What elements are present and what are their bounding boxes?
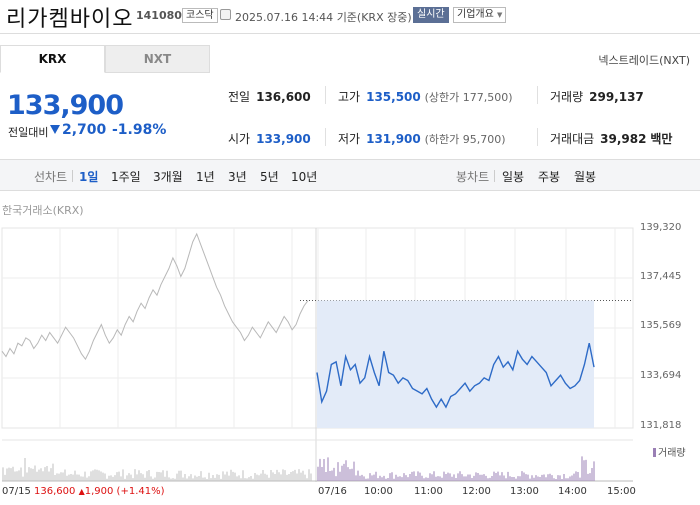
today-shaded-area	[317, 300, 594, 428]
stat-low: 저가 131,900 (하한가 95,700)	[338, 130, 506, 147]
y-tick-label: 137,445	[640, 271, 682, 282]
divider	[537, 86, 538, 104]
stat-value: 136,600	[256, 90, 311, 104]
company-info-label: 기업개요	[457, 9, 494, 20]
upper-limit: (상한가 177,500)	[424, 91, 513, 104]
down-triangle-icon	[50, 125, 60, 134]
candle-weekly[interactable]: 주봉	[538, 170, 561, 184]
market-badge: 코스닥	[182, 8, 218, 23]
x-tick-label: 10:00	[364, 486, 393, 497]
stat-label: 고가	[338, 90, 361, 104]
tab-krx[interactable]: KRX	[0, 45, 105, 73]
x-tick-label: 07/16	[318, 486, 347, 497]
stat-label: 전일	[228, 90, 251, 104]
y-tick-label: 139,320	[640, 222, 682, 233]
period-1d[interactable]: 1일	[79, 170, 99, 184]
tab-nxt[interactable]: NXT	[105, 45, 210, 73]
candle-daily[interactable]: 일봉	[502, 170, 525, 184]
timestamp: 2025.07.16 14:44 기준(KRX 장중)	[235, 9, 412, 25]
stat-value: 131,900	[366, 132, 421, 146]
stat-label: 저가	[338, 132, 361, 146]
lower-limit: (하한가 95,700)	[424, 133, 506, 146]
change-percent: -1.98%	[112, 122, 167, 138]
stat-open: 시가 133,900	[228, 130, 311, 147]
stat-label: 거래량	[550, 90, 584, 104]
volume-legend: 거래량	[653, 444, 686, 459]
period-3m[interactable]: 3개월	[153, 170, 183, 184]
line-chart-button[interactable]: 선차트	[34, 170, 68, 184]
prev-day-summary: 07/15 136,600 ▲1,900 (+1.41%)	[2, 486, 165, 497]
today-price-line	[316, 343, 595, 409]
stat-turnover: 거래대금 39,982 백만	[550, 130, 672, 147]
period-3y[interactable]: 3년	[228, 170, 247, 184]
stat-label: 시가	[228, 132, 251, 146]
divider	[72, 170, 73, 182]
stat-label: 거래대금	[550, 132, 595, 146]
divider	[325, 86, 326, 104]
prev-day-change-pct: (+1.41%)	[116, 486, 165, 497]
period-5y[interactable]: 5년	[260, 170, 279, 184]
volume-legend-label: 거래량	[658, 448, 686, 459]
timestamp-value: 2025.07.16 14:44	[235, 11, 334, 24]
change-value: 2,700	[50, 122, 106, 138]
candle-chart-button[interactable]: 봉차트	[456, 170, 490, 184]
up-triangle-icon: ▲	[78, 487, 85, 496]
current-price: 133,900	[7, 90, 124, 121]
stat-value: 133,900	[256, 132, 311, 146]
divider	[325, 128, 326, 146]
volume-swatch	[653, 448, 656, 457]
period-10y[interactable]: 10년	[291, 170, 318, 184]
y-tick-label: 131,818	[640, 420, 682, 431]
stat-high: 고가 135,500 (상한가 177,500)	[338, 88, 513, 105]
period-1w[interactable]: 1주일	[111, 170, 141, 184]
y-tick-label: 133,694	[640, 370, 682, 381]
company-info-dropdown[interactable]: 기업개요 ▼	[453, 7, 507, 23]
stat-value: 135,500	[366, 90, 421, 104]
stat-prev-close: 전일 136,600	[228, 88, 311, 105]
x-tick-label: 12:00	[462, 486, 491, 497]
clock-icon	[220, 9, 231, 20]
nxt-link[interactable]: 넥스트레이드(NXT)	[598, 54, 690, 67]
x-tick-label: 13:00	[510, 486, 539, 497]
stock-code: 141080	[136, 9, 182, 22]
x-tick-label: 15:00	[607, 486, 636, 497]
header-divider	[0, 33, 700, 34]
stat-value: 39,982	[600, 132, 647, 146]
stat-volume: 거래량 299,137	[550, 88, 644, 105]
timestamp-suffix: 기준(KRX 장중)	[336, 11, 412, 24]
prev-day-close: 136,600	[34, 486, 76, 497]
change-amount: 2,700	[62, 122, 107, 138]
stock-header: 리가켐바이오 141080 코스닥 2025.07.16 14:44 기준(KR…	[0, 0, 700, 32]
y-tick-label: 135,569	[640, 320, 682, 331]
period-1y[interactable]: 1년	[196, 170, 215, 184]
divider	[494, 170, 495, 182]
prev-day-date: 07/15	[2, 486, 31, 497]
prev-day-change: 1,900	[84, 486, 114, 497]
prev-day-line	[1, 232, 309, 361]
chevron-down-icon: ▼	[497, 11, 503, 19]
chart-source: 한국거래소(KRX)	[2, 204, 84, 217]
company-name: 리가켐바이오	[6, 7, 134, 32]
stat-value: 299,137	[589, 90, 644, 104]
x-tick-label: 11:00	[414, 486, 443, 497]
candle-monthly[interactable]: 월봉	[574, 170, 597, 184]
turnover-unit: 백만	[650, 132, 673, 146]
realtime-button[interactable]: 실시간	[413, 7, 449, 23]
x-tick-label: 14:00	[558, 486, 587, 497]
change-label: 전일대비	[8, 126, 49, 139]
chart-toolbar: 선차트 1일 1주일 3개월 1년 3년 5년 10년 봉차트 일봉 주봉 월봉	[0, 159, 700, 191]
divider	[537, 128, 538, 146]
